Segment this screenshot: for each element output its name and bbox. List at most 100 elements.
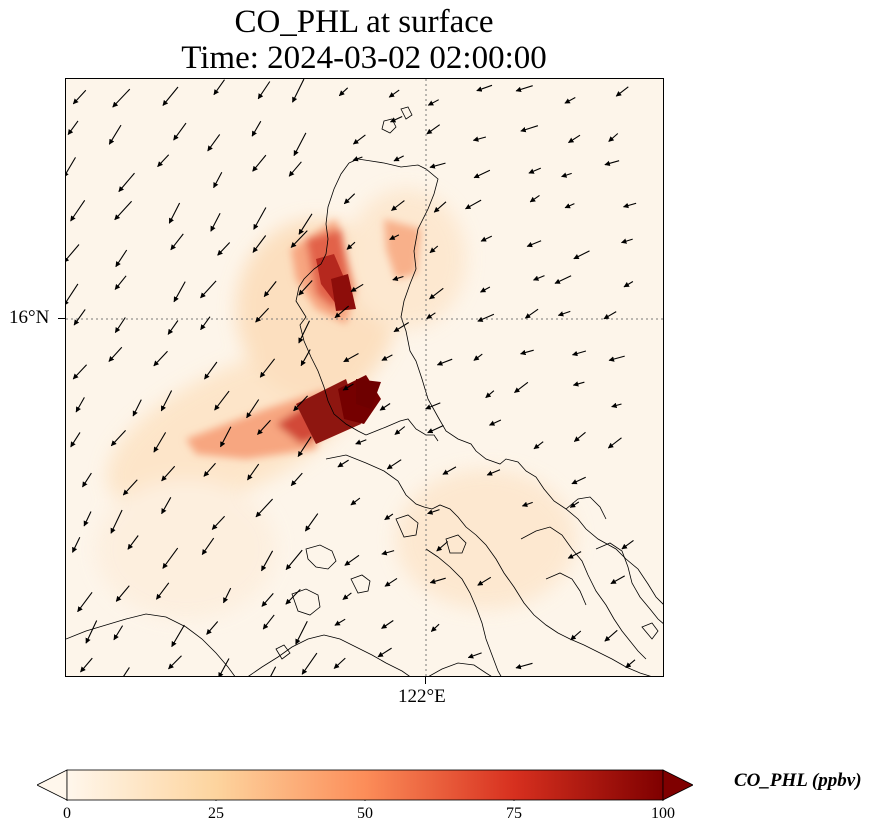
longitude-label: 122°E (398, 686, 446, 707)
wind-arrow-icon (293, 132, 307, 157)
wind-arrow-icon (524, 308, 539, 319)
wind-arrow-icon (252, 154, 267, 172)
wind-arrow-icon (554, 275, 572, 284)
wind-arrow-icon (162, 86, 179, 106)
wind-arrow-icon (118, 172, 135, 193)
wind-arrow-icon (261, 550, 274, 572)
wind-arrow-icon (157, 154, 170, 168)
map-time-title: Time: 2024-03-02 02:00:00 (181, 40, 547, 76)
wind-arrow-icon (168, 655, 182, 670)
latitude-label: 16°N (9, 307, 50, 328)
wind-arrow-icon (66, 157, 76, 178)
co-concentration-field (96, 189, 576, 619)
wind-arrow-icon (342, 592, 352, 600)
wind-arrow-icon (114, 317, 126, 334)
wind-arrow-icon (122, 479, 138, 496)
wind-arrow-icon (429, 162, 446, 169)
wind-arrow-icon (262, 614, 275, 630)
wind-arrow-icon (377, 647, 392, 658)
wind-arrow-icon (557, 310, 571, 317)
wind-arrow-icon (346, 241, 356, 250)
wind-arrow-icon (604, 629, 618, 642)
wind-arrow-icon (477, 576, 492, 586)
wind-arrow-icon (214, 390, 230, 411)
coastlines (66, 106, 663, 676)
wind-arrow-icon (561, 172, 572, 178)
wind-arrow-icon (217, 242, 231, 256)
wind-arrow-icon (66, 283, 79, 306)
wind-arrow-icon (568, 134, 581, 144)
wind-arrow-icon (611, 402, 622, 409)
wind-arrow-icon (436, 541, 449, 552)
wind-arrow-icon (161, 497, 172, 515)
wind-arrow-icon (514, 381, 529, 394)
wind-arrow-icon (465, 199, 482, 210)
wind-arrow-icon (621, 539, 634, 550)
wind-arrow-icon (572, 381, 585, 387)
wind-arrow-icon (571, 350, 587, 357)
wind-arrow-icon (533, 441, 544, 450)
wind-arrow-icon (526, 240, 542, 248)
wind-vector-layer (66, 79, 637, 676)
wind-arrow-icon (480, 235, 493, 242)
wind-arrow-icon (394, 426, 406, 435)
wind-arrow-icon (350, 497, 361, 506)
wind-arrow-icon (381, 354, 393, 361)
wind-arrow-icon (123, 667, 130, 676)
colorbar-tick-75: 75 (506, 805, 522, 822)
wind-arrow-icon (290, 472, 303, 487)
wind-arrow-icon (211, 515, 226, 530)
wind-arrow-icon (252, 235, 267, 253)
wind-arrow-icon (213, 79, 225, 96)
wind-arrow-icon (251, 120, 262, 137)
wind-arrow-icon (429, 287, 444, 300)
wind-arrow-icon (567, 551, 582, 559)
wind-arrow-icon (520, 125, 539, 133)
wind-arrow-icon (521, 501, 533, 507)
wind-arrow-icon (391, 200, 405, 211)
wind-arrow-icon (477, 313, 495, 322)
colorbar (37, 769, 693, 801)
wind-arrow-icon (528, 167, 542, 174)
wind-arrow-icon (257, 81, 271, 100)
wind-arrow-icon (292, 79, 305, 103)
wind-arrow-icon (77, 591, 93, 613)
wind-arrow-icon (253, 207, 267, 230)
wind-arrow-icon (223, 587, 232, 604)
colorbar-extend-high (662, 769, 693, 801)
wind-arrow-icon (429, 245, 439, 254)
wind-arrow-icon (82, 472, 92, 488)
wind-arrow-icon (390, 116, 403, 123)
wind-arrow-icon (200, 316, 211, 331)
wind-arrow-icon (85, 620, 98, 644)
wind-arrow-icon (155, 582, 170, 600)
wind-arrow-icon (255, 498, 274, 518)
wind-arrow-icon (301, 652, 318, 675)
wind-arrow-icon (288, 161, 302, 177)
wind-arrow-icon (200, 280, 217, 299)
wind-arrow-icon (607, 437, 622, 449)
wind-arrow-icon (388, 89, 400, 98)
map-canvas (66, 79, 663, 676)
wind-arrow-icon (379, 403, 391, 411)
wind-arrow-icon (66, 244, 80, 263)
wind-arrow-icon (615, 86, 629, 97)
wind-arrow-icon (520, 349, 534, 356)
wind-arrow-icon (343, 353, 359, 363)
wind-arrow-icon (564, 97, 576, 104)
colorbar-tick-100: 100 (651, 805, 675, 822)
wind-arrow-icon (218, 658, 230, 676)
wind-arrow-icon (70, 199, 86, 222)
wind-arrow-icon (426, 312, 436, 320)
wind-arrow-icon (433, 201, 447, 213)
wind-arrow-icon (488, 419, 502, 426)
wind-arrow-icon (622, 202, 637, 209)
wind-arrow-icon (334, 618, 346, 626)
wind-arrow-icon (473, 169, 491, 179)
wind-arrow-icon (255, 307, 270, 323)
wind-arrow-icon (350, 283, 364, 293)
wind-arrow-icon (427, 424, 444, 434)
wind-arrow-icon (67, 120, 79, 136)
wind-arrow-icon (337, 459, 349, 468)
wind-arrow-icon (564, 203, 575, 209)
